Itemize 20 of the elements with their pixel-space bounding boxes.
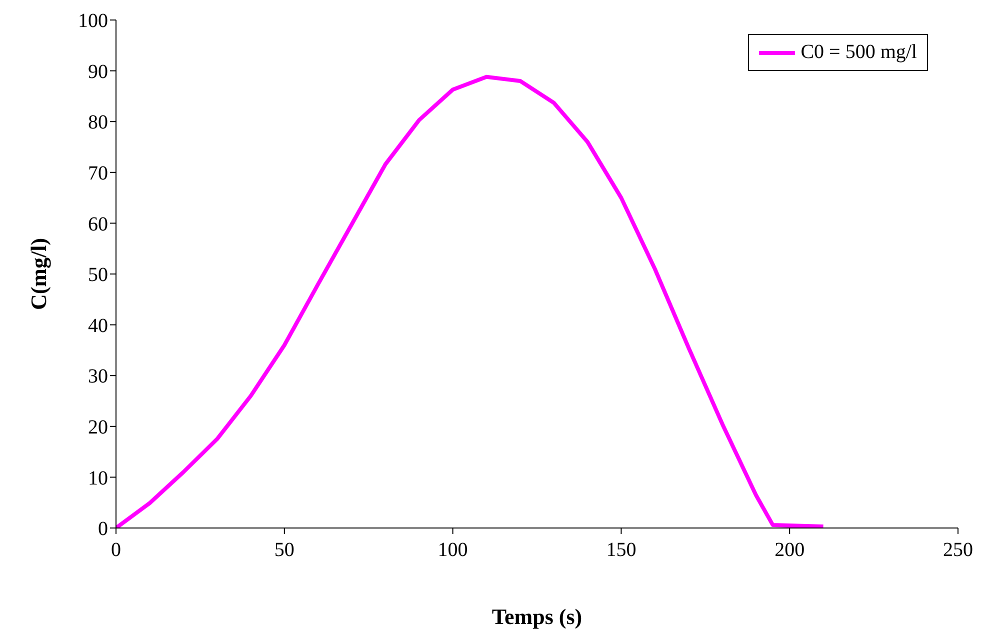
y-tick-label: 30 xyxy=(88,366,108,388)
legend-label: C0 = 500 mg/l xyxy=(800,41,917,64)
y-tick-label: 70 xyxy=(88,162,108,184)
x-tick-label: 200 xyxy=(774,539,805,562)
x-axis-title: Temps (s) xyxy=(492,604,582,629)
x-tick-label: 100 xyxy=(438,539,468,562)
y-tick-label: 50 xyxy=(88,264,108,286)
y-tick-label: 10 xyxy=(88,467,108,490)
y-tick-label: 80 xyxy=(88,112,108,134)
line-series xyxy=(116,74,826,528)
y-tick-label: 100 xyxy=(78,10,108,32)
x-tick-label: 50 xyxy=(274,539,294,562)
y-axis-title: C(mg/l) xyxy=(26,238,51,310)
y-tick-label: 60 xyxy=(88,213,108,236)
y-tick-label: 40 xyxy=(88,314,108,337)
y-tick-label: 20 xyxy=(88,416,108,438)
x-tick-label: 150 xyxy=(606,539,636,562)
y-tick-label: 0 xyxy=(98,518,108,540)
x-tick-label: 250 xyxy=(943,539,973,562)
y-tick-label: 90 xyxy=(88,60,108,83)
